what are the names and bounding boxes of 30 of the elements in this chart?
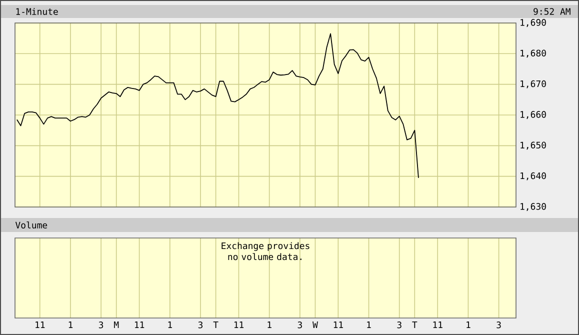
y-tick-label: 1,650 — [520, 142, 546, 150]
category-label: 11 — [134, 322, 144, 328]
category-label: T — [412, 322, 418, 328]
category-label: 3 — [298, 322, 302, 328]
category-label: 11 — [334, 322, 343, 328]
category-label: 11 — [433, 322, 442, 328]
y-tick-label: 1,660 — [520, 111, 546, 119]
y-tick-label: 1,690 — [520, 19, 546, 27]
category-label: 1 — [268, 322, 272, 328]
category-label: 3 — [397, 322, 402, 328]
y-tick-label: 1,670 — [520, 80, 546, 88]
category-label: 1 — [367, 322, 371, 328]
text: 9:52 AM — [534, 8, 570, 15]
text: Volume — [15, 222, 48, 228]
category-label: M — [114, 322, 119, 328]
chart-title: 1-Minute — [16, 8, 58, 15]
y-tick-label: 1,630 — [520, 203, 546, 211]
y-tick-label: 1,680 — [520, 50, 546, 58]
text: Exchange provides no volume data. — [222, 242, 310, 260]
category-label: 3 — [98, 322, 104, 328]
category-label: 11 — [234, 322, 244, 328]
category-label: W — [312, 322, 318, 328]
y-tick-label: 1,640 — [520, 172, 546, 180]
category-label: 1 — [466, 322, 470, 328]
category-label: T — [213, 322, 218, 328]
category-label: 3 — [198, 322, 203, 328]
category-label: 3 — [496, 322, 501, 328]
category-label: 11 — [36, 322, 45, 328]
category-label: 1 — [168, 322, 172, 328]
category-label: 1 — [68, 322, 73, 328]
